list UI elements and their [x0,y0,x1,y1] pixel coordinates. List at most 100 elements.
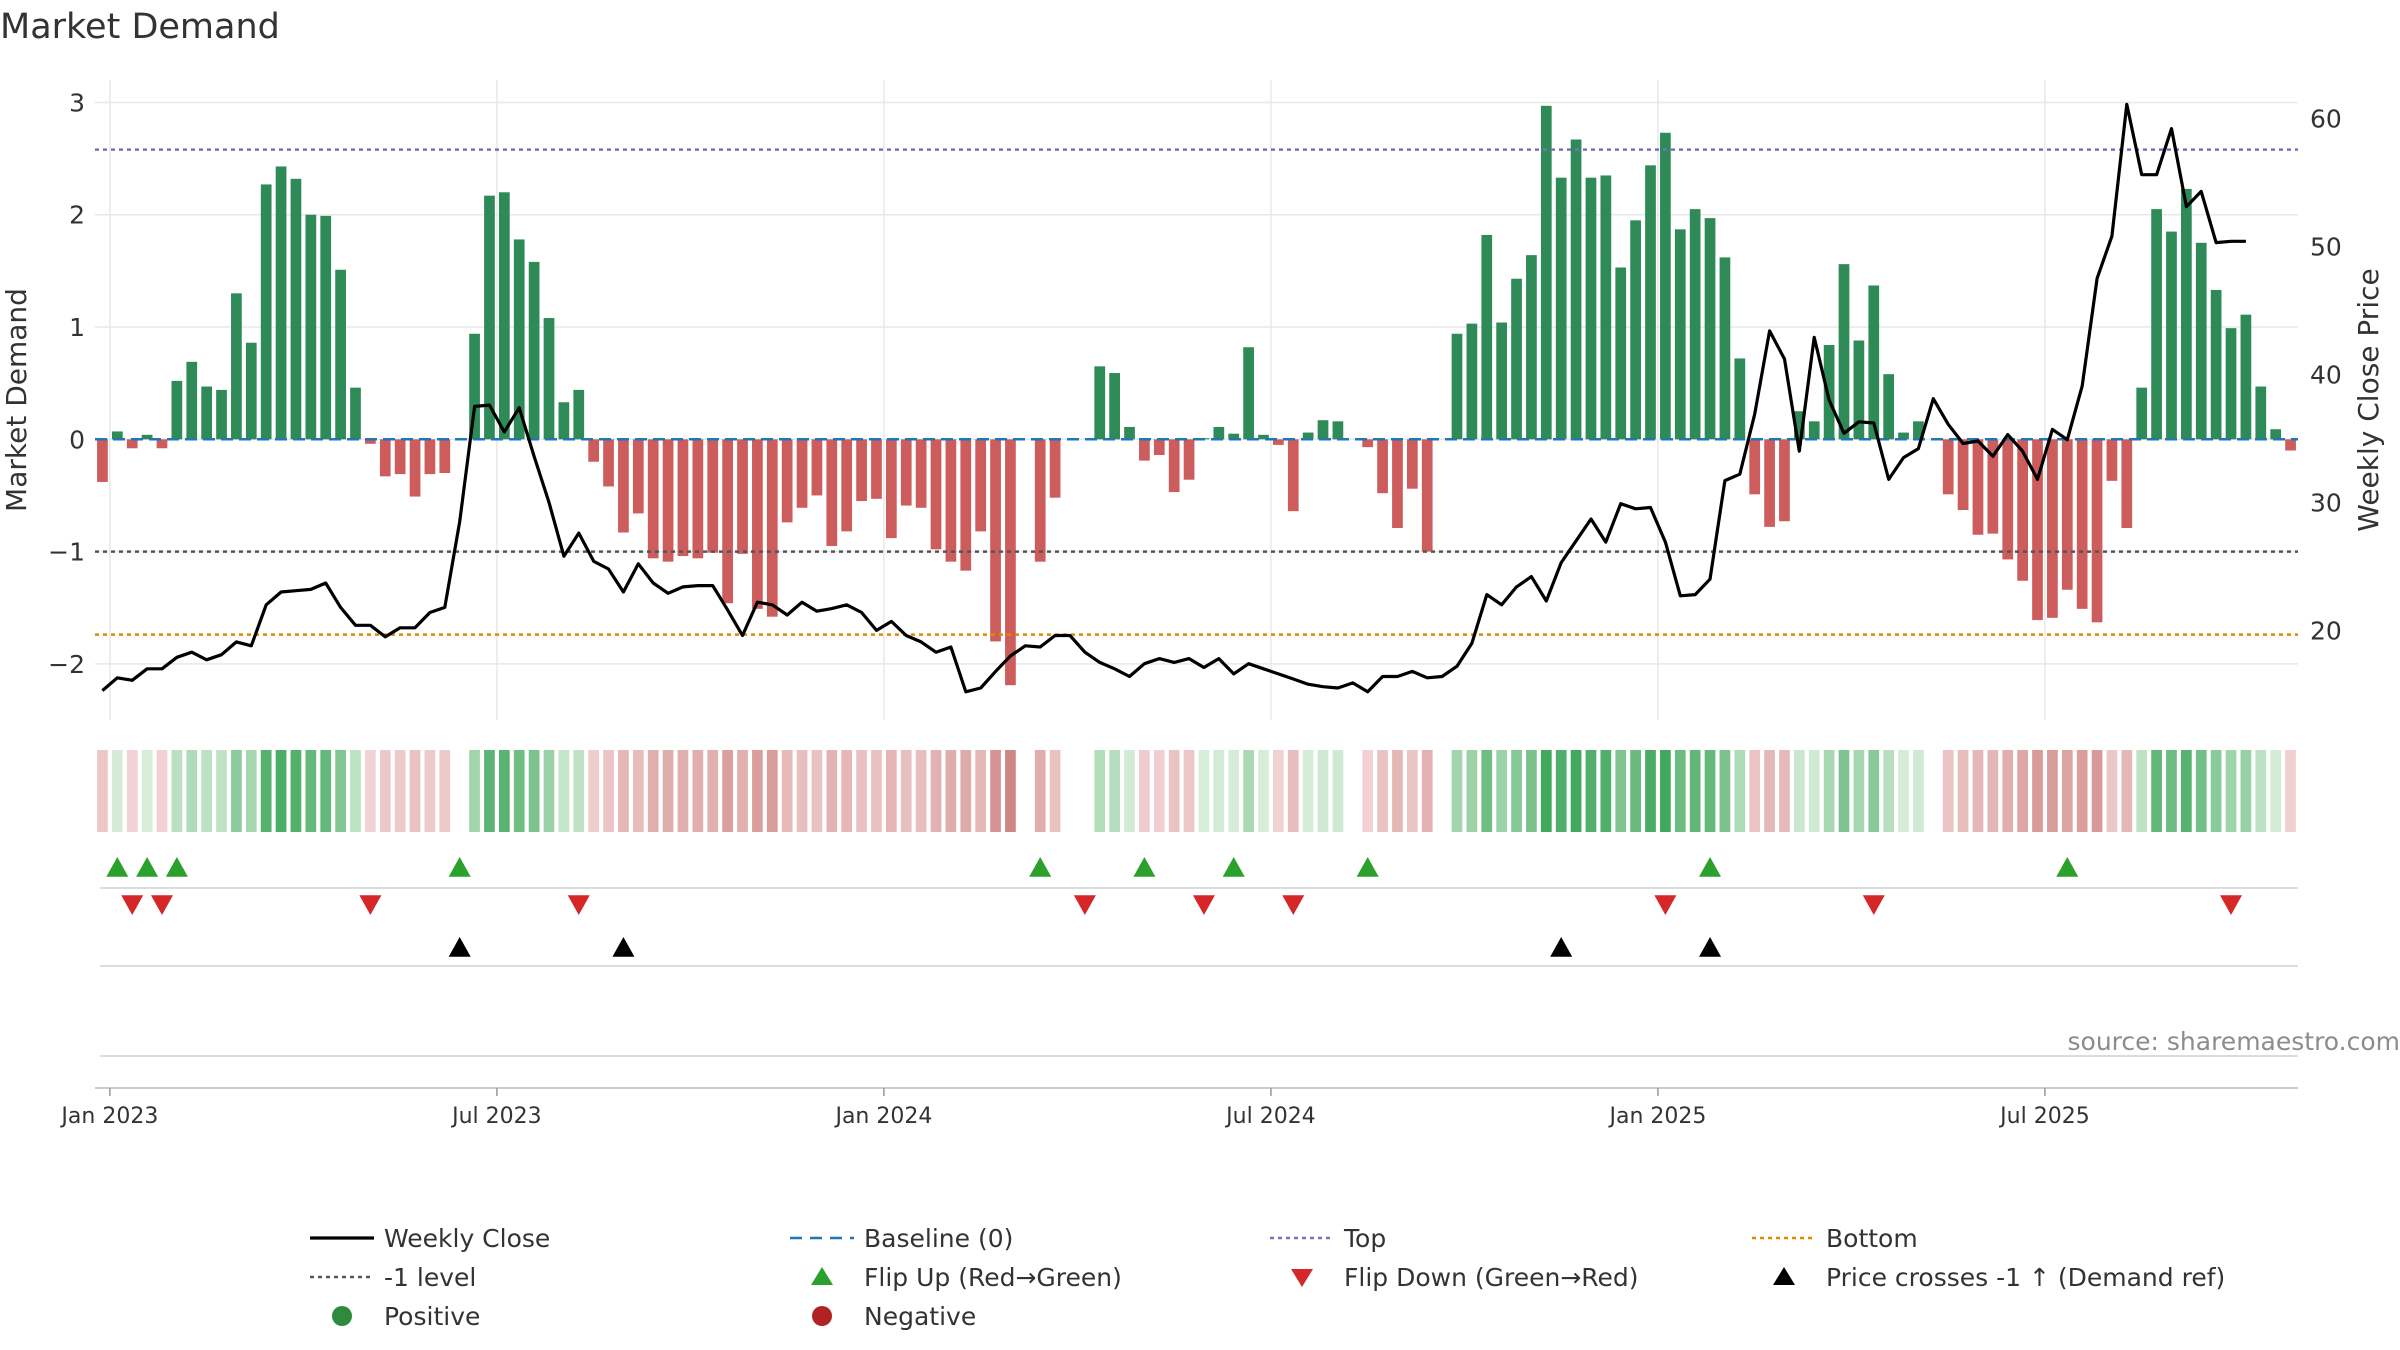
heat-cell [677,750,689,832]
legend-swatch [811,1267,833,1285]
heat-cell [126,750,138,832]
heat-cell [1496,750,1508,832]
price-cross-marker [1550,937,1573,957]
heat-cell [930,750,942,832]
heat-cell [1540,750,1552,832]
demand-bar [1540,105,1552,440]
heat-cell [111,750,123,832]
heat-cell [305,750,317,832]
legend-swatch [332,1306,352,1326]
heat-cell [1302,750,1314,832]
legend-label: Flip Up (Red→Green) [864,1263,1122,1292]
heat-cell [618,750,629,832]
heat-cell [97,750,108,832]
heat-cell [1183,750,1195,832]
heat-cell [1332,750,1344,832]
demand-bar [2166,231,2177,440]
heat-cell [1570,750,1582,832]
heat-cell [2225,750,2237,832]
heat-cell [171,750,183,832]
heat-cell [1377,750,1388,832]
heat-cell [1823,750,1835,832]
heat-cell [156,750,168,832]
flip-up-marker [2056,857,2079,877]
x-tick-label: Jul 2025 [1998,1104,2090,1129]
y-tick-label: 3 [69,88,85,117]
flip-up-marker [1699,857,1722,877]
demand-bar [320,215,332,440]
heat-cell [1972,750,1984,832]
demand-bar [1972,439,1984,535]
demand-bar [1660,132,1671,440]
heat-cell [1674,750,1686,832]
demand-bar [856,439,867,502]
heat-cell [1139,750,1150,832]
demand-bar [469,333,480,440]
heat-cell [573,750,585,832]
demand-bar [2270,429,2282,440]
heat-cell [1109,750,1120,832]
heat-cell [2195,750,2207,832]
demand-bar [2061,439,2073,590]
demand-bar [379,439,391,477]
legend-swatch [1773,1267,1795,1285]
heat-cell [498,750,510,832]
demand-bar [2210,289,2222,440]
legend-label: Weekly Close [384,1224,550,1253]
flip-up-marker [1029,857,1052,877]
demand-bar [513,239,525,440]
demand-bar [1942,439,1954,495]
heat-cell [379,750,391,832]
legend: Weekly Close Baseline (0) Top Bottom -1 leve… [310,1224,2225,1331]
y2-tick-label: 60 [2310,104,2342,133]
demand-bar [1273,439,1284,445]
legend-label: Baseline (0) [864,1224,1013,1253]
demand-bar [231,293,242,440]
demand-bar [1615,267,1627,440]
heat-cell [1153,750,1165,832]
demand-bar [2151,209,2162,440]
legend-swatch [1291,1269,1313,1287]
demand-bars [97,105,2296,686]
demand-bar [1793,411,1805,440]
heat-cell [1689,750,1701,832]
demand-bar [290,178,302,440]
demand-bar [1287,439,1299,512]
heat-cell [826,750,838,832]
heat-cell [1273,750,1284,832]
demand-bar [1005,439,1016,686]
demand-bar [201,386,212,440]
demand-bar [2047,439,2058,618]
flip-down-marker [1282,895,1305,915]
y2-tick-label: 20 [2310,616,2342,645]
y2-tick-label: 30 [2310,488,2342,517]
demand-bar [2002,439,2014,560]
heat-cell [811,750,823,832]
heat-cell [245,750,257,832]
heat-cell [1779,750,1790,832]
flip-down-marker [1073,895,1096,915]
demand-bar [305,214,317,440]
demand-bar [945,439,957,562]
event-markers [100,857,2298,1057]
legend-label: Positive [384,1302,480,1331]
demand-bar [1808,421,1820,440]
demand-bar [1258,434,1269,440]
price-cross-marker [612,937,635,957]
heat-cell [394,750,406,832]
x-tick-label: Jan 2025 [1607,1104,1706,1129]
demand-bar [1034,439,1046,562]
heat-cell [722,750,733,832]
demand-bar [960,439,972,571]
demand-bar [885,439,897,539]
demand-bar [2240,314,2252,440]
heat-cell [2106,750,2118,832]
heat-cell [2121,750,2133,832]
demand-bar [498,192,510,440]
flip-down-marker [1862,895,1885,915]
demand-bar [2285,439,2296,451]
heat-cell [1094,750,1106,832]
demand-bar [1153,439,1165,456]
heat-cell [1868,750,1880,832]
